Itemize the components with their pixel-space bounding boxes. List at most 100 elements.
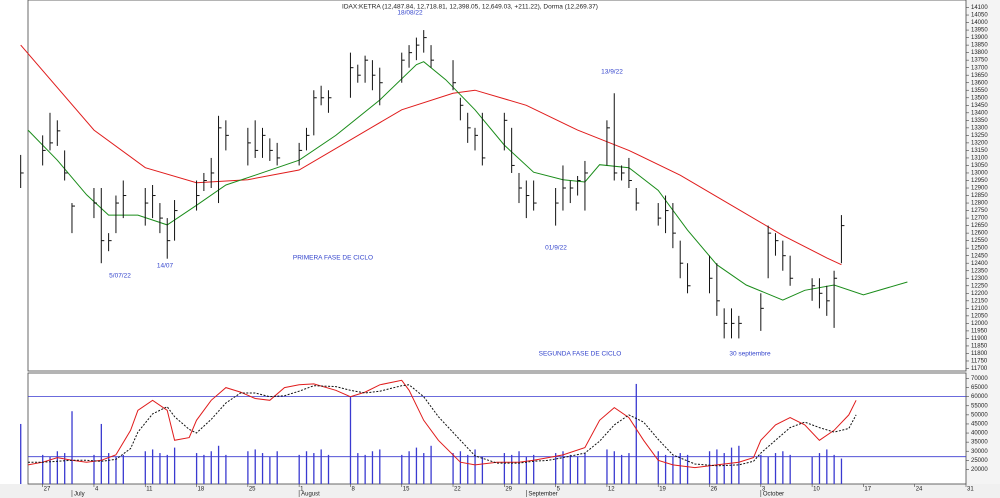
- volume-bar: [657, 451, 659, 484]
- volume-bar: [664, 454, 667, 484]
- volume-bar: [166, 454, 168, 484]
- volume-bar: [115, 456, 117, 484]
- y-tick-label: 12200: [971, 291, 988, 297]
- y-tick-label: 55000: [971, 403, 988, 409]
- y-tick-label: 14100: [971, 5, 988, 11]
- volume-bar: [225, 454, 227, 484]
- volume-bar: [452, 453, 454, 484]
- x-tick-label: 12: [608, 487, 615, 493]
- volume-bar: [173, 447, 176, 484]
- y-tick-label: 60000: [971, 394, 988, 400]
- month-label: September: [528, 492, 557, 498]
- volume-bar: [760, 454, 762, 484]
- y-tick-label: 11800: [971, 351, 988, 357]
- y-tick-label: 12350: [971, 268, 988, 274]
- y-tick-label: 65000: [971, 385, 988, 391]
- volume-bar: [144, 451, 146, 484]
- volume-bar: [408, 451, 410, 484]
- y-tick-label: 13700: [971, 65, 988, 71]
- price-frame: [27, 0, 967, 372]
- y-tick-label: 13450: [971, 103, 988, 109]
- volume-bar: [533, 454, 535, 484]
- annotation: 5/07/22: [109, 273, 131, 280]
- month-label: July: [74, 492, 85, 498]
- volume-bar: [430, 445, 432, 484]
- volume-bar: [584, 453, 586, 484]
- y-tick-label: 12850: [971, 193, 988, 199]
- volume-bar: [467, 454, 469, 484]
- volume-bar: [481, 456, 484, 484]
- volume-bar: [730, 447, 733, 484]
- volume-bar: [357, 453, 359, 484]
- volume-bar: [672, 456, 674, 484]
- volume-bar: [833, 454, 835, 484]
- y-tick-label: 13300: [971, 125, 988, 131]
- volume-bar: [349, 396, 352, 484]
- y-tick-label: 12950: [971, 178, 988, 184]
- y-tick-label: 13850: [971, 43, 988, 49]
- volume-bar: [71, 411, 73, 484]
- volume-bar: [269, 456, 271, 484]
- volume-bar: [774, 453, 777, 484]
- annotation: 13/9/22: [601, 69, 623, 76]
- volume-bar: [327, 454, 330, 484]
- volume-bar: [569, 454, 571, 484]
- x-tick-label: 10: [813, 487, 820, 493]
- x-tick-label: 17: [864, 487, 871, 493]
- y-tick-label: 40000: [971, 431, 988, 437]
- y-tick-label: 13750: [971, 58, 988, 64]
- volume-bar: [56, 451, 59, 484]
- y-tick-label: 13650: [971, 73, 988, 79]
- x-tick-label: 24: [916, 487, 923, 493]
- volume-bar: [518, 451, 520, 484]
- y-tick-label: 12250: [971, 283, 988, 289]
- volume-bar: [276, 451, 278, 484]
- volume-bar: [42, 454, 44, 484]
- y-tick-label: 12900: [971, 186, 988, 192]
- volume-bar: [620, 454, 623, 484]
- x-tick-label: 5: [557, 487, 561, 493]
- volume-bar: [217, 445, 220, 484]
- y-tick-label: 12300: [971, 276, 988, 282]
- volume-bar: [415, 447, 418, 484]
- y-tick-label: 12000: [971, 321, 988, 327]
- y-tick-label: 13600: [971, 80, 988, 86]
- volume-bar: [151, 449, 154, 484]
- volume-bar: [789, 454, 791, 484]
- oscillator-line: [27, 379, 857, 469]
- volume-bar: [298, 454, 300, 484]
- y-tick-label: 11750: [971, 359, 988, 365]
- volume-bar: [811, 456, 813, 484]
- y-tick-label: 13100: [971, 156, 988, 162]
- y-tick-label: 12150: [971, 298, 988, 304]
- volume-bar: [108, 453, 110, 484]
- y-tick-label: 20000: [971, 467, 988, 473]
- volume-bar: [782, 451, 784, 484]
- volume-bar: [708, 451, 711, 484]
- annotation: 14/07: [157, 263, 174, 270]
- volume-bar: [100, 423, 102, 484]
- volume-bar: [93, 454, 95, 484]
- y-tick-label: 35000: [971, 440, 988, 446]
- volume-bar: [686, 454, 689, 484]
- volume-bar: [635, 383, 637, 484]
- y-tick-label: 12100: [971, 306, 988, 312]
- volume-bar: [679, 453, 681, 484]
- volume-bar: [64, 453, 66, 484]
- date-strip: [0, 484, 1000, 498]
- y-tick-label: 11850: [971, 344, 988, 350]
- volume-bar: [159, 453, 161, 484]
- indicator-frame: [27, 372, 967, 485]
- volume-bar: [628, 453, 630, 484]
- chart-title: IDAX:KETRA (12,487.84, 12,718.81, 12,398…: [342, 4, 598, 11]
- volume-bar: [210, 451, 212, 484]
- volume-bar: [364, 454, 366, 484]
- volume-bar: [503, 453, 506, 484]
- y-tick-label: 14050: [971, 13, 988, 19]
- volume-bar: [562, 451, 564, 484]
- volume-bar: [49, 456, 51, 484]
- volume-bar: [826, 449, 828, 484]
- volume-bar: [555, 453, 557, 484]
- annotation: SEGUNDA FASE DE CICLO: [539, 351, 622, 358]
